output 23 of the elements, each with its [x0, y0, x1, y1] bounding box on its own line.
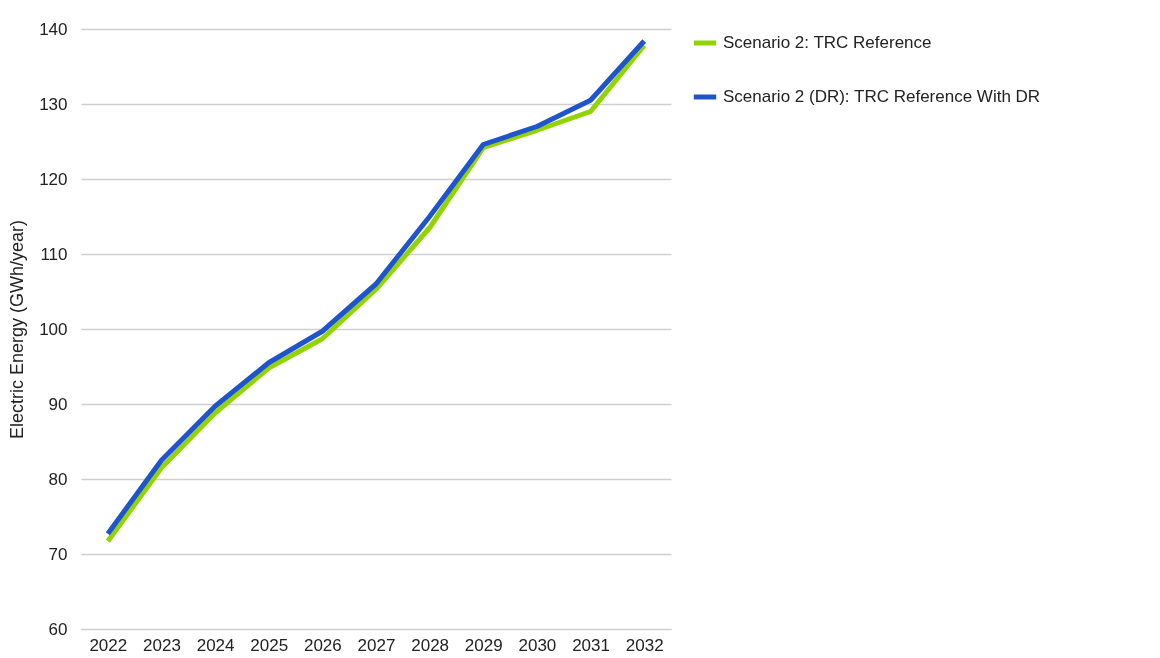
y-tick-label: 110	[40, 244, 68, 264]
x-tick-label: 2031	[572, 635, 610, 655]
x-tick-label: 2030	[518, 635, 557, 655]
x-tick-label: 2029	[464, 635, 503, 655]
y-tick-label: 130	[39, 94, 68, 114]
y-axis-title: Electric Energy (GWh/year)	[7, 219, 28, 440]
y-tick-label: 100	[39, 319, 68, 339]
y-tick-label: 60	[48, 619, 68, 639]
y-tick-label: 80	[48, 469, 68, 489]
x-tick-label: 2028	[411, 635, 450, 655]
x-tick-label: 2023	[143, 635, 181, 655]
x-tick-label: 2022	[89, 635, 128, 655]
x-tick-label: 2027	[357, 635, 396, 655]
y-tick-label: 90	[48, 394, 68, 414]
x-tick-label: 2026	[303, 635, 342, 655]
legend-label: Scenario 2 (DR): TRC Reference With DR	[723, 87, 1041, 106]
y-tick-label: 140	[39, 19, 68, 39]
x-tick-label: 2024	[196, 635, 235, 655]
y-tick-label: 70	[48, 544, 68, 564]
legend-label: Scenario 2: TRC Reference	[723, 33, 932, 52]
x-tick-label: 2032	[625, 635, 664, 655]
y-tick-label: 120	[39, 169, 68, 189]
x-tick-label: 2025	[250, 635, 289, 655]
